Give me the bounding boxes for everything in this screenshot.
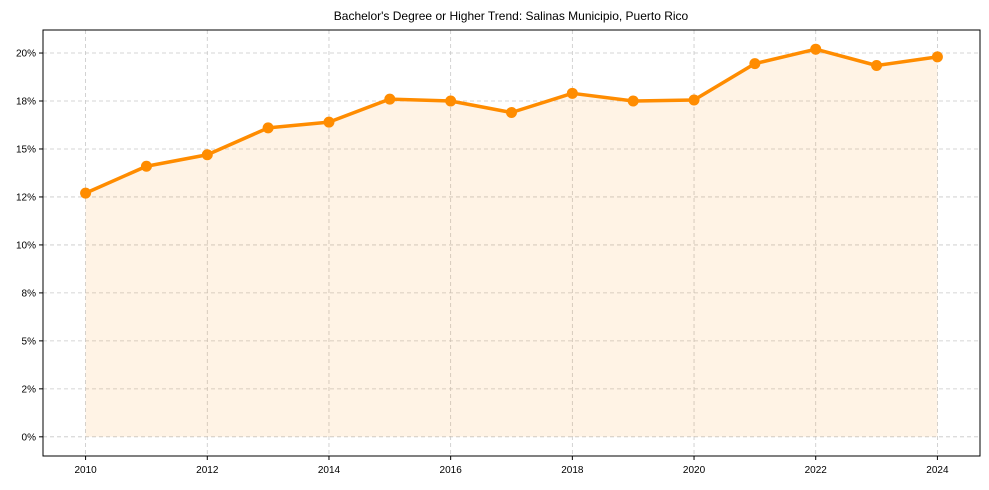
data-point xyxy=(262,122,274,134)
data-point xyxy=(931,51,943,63)
area-fill-path xyxy=(85,49,938,437)
data-point xyxy=(80,187,92,199)
x-tick-label: 2018 xyxy=(561,465,584,476)
chart-title: Bachelor's Degree or Higher Trend: Salin… xyxy=(334,9,689,23)
data-point xyxy=(810,43,822,55)
data-point xyxy=(688,94,700,106)
data-point xyxy=(749,58,761,70)
x-tick-label: 2020 xyxy=(683,465,706,476)
x-tick-label: 2024 xyxy=(926,465,949,476)
y-tick-label: 8% xyxy=(22,288,37,299)
data-point xyxy=(201,149,213,161)
area-fill xyxy=(85,49,938,437)
x-tick-label: 2014 xyxy=(318,465,341,476)
data-point xyxy=(871,60,883,71)
x-tick-label: 2010 xyxy=(74,465,97,476)
data-point xyxy=(323,116,335,128)
y-tick-label: 20% xyxy=(16,49,36,60)
y-tick-label: 5% xyxy=(22,336,37,347)
x-tick-label: 2012 xyxy=(196,465,219,476)
x-tick-label: 2016 xyxy=(440,465,463,476)
x-axis: 2010 2012 2014 2016 2018 2020 2022 2024 xyxy=(74,456,949,476)
y-tick-label: 0% xyxy=(22,432,37,443)
y-axis: 0% 2% 5% 8% 10% 12% 15% 18% 20% xyxy=(16,49,43,443)
data-markers xyxy=(80,43,943,199)
plot-area-frame xyxy=(42,29,981,457)
y-tick-label: 10% xyxy=(16,240,36,251)
data-point xyxy=(140,160,152,172)
data-point xyxy=(384,93,396,105)
x-tick-label: 2022 xyxy=(805,465,828,476)
y-tick-label: 2% xyxy=(22,384,37,395)
data-point xyxy=(627,95,639,107)
y-tick-label: 18% xyxy=(16,97,36,108)
data-point xyxy=(445,95,457,107)
y-tick-label: 12% xyxy=(16,192,36,203)
data-point xyxy=(506,107,517,119)
y-tick-label: 15% xyxy=(16,144,36,155)
data-point xyxy=(566,87,578,99)
